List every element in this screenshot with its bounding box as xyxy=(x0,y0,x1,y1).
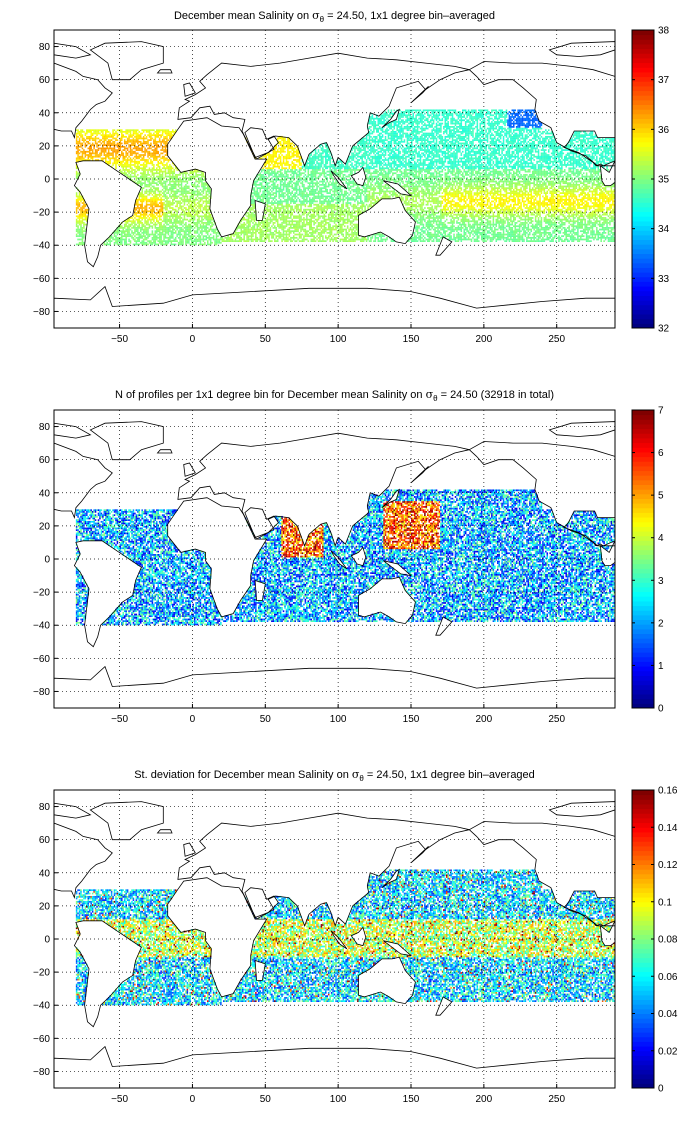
y-tick-label: −20 xyxy=(33,588,50,599)
colorbar-tick-label: 4 xyxy=(658,533,664,544)
y-tick-label: −60 xyxy=(33,1034,50,1045)
x-tick-label: 200 xyxy=(476,334,493,345)
colorbar-tick-label: 0.12 xyxy=(658,860,678,871)
colorbar-tick-label: 3 xyxy=(658,576,664,587)
y-tick-label: 80 xyxy=(39,42,51,53)
y-tick-label: 80 xyxy=(39,422,51,433)
x-tick-label: 100 xyxy=(330,334,347,345)
y-tick-label: 0 xyxy=(44,175,50,186)
colorbar-tick-label: 38 xyxy=(658,26,670,37)
x-tick-label: 150 xyxy=(403,714,420,725)
map-panel-stdev: −50 0 50 100 150 200 250 −80 −60 −40 −20 0 20 40 60 80 S… xyxy=(0,750,631,1128)
colorbar: 0 0.02 0.04 0.06 0.08 0.1 0.12 0.14 0.16 xyxy=(632,786,678,1095)
colorbar-tick-label: 7 xyxy=(658,406,664,417)
y-tick-label: −40 xyxy=(33,241,50,252)
y-tick-label: 0 xyxy=(44,555,50,566)
colorbar-tick-label: 0.08 xyxy=(658,935,678,946)
map-panel-count: −50 0 50 100 150 200 250 −80 −60 −40 −20 0 20 40 60 80 N… xyxy=(0,370,631,748)
colorbar-tick-label: 37 xyxy=(658,75,670,86)
x-tick-label: 0 xyxy=(190,714,196,725)
colorbar: 0 1 2 3 4 5 6 7 xyxy=(632,406,664,715)
colorbar-tick-label: 33 xyxy=(658,274,670,285)
colorbar-tick-label: 0.02 xyxy=(658,1046,678,1057)
colorbar-tick-label: 0.1 xyxy=(658,897,672,908)
y-tick-label: −20 xyxy=(33,968,50,979)
map-title: December mean Salinity on σθ = 24.50, 1x… xyxy=(174,9,495,24)
y-tick-label: −40 xyxy=(33,1001,50,1012)
x-tick-label: 150 xyxy=(403,1094,420,1105)
y-tick-label: 20 xyxy=(39,901,51,912)
x-tick-label: 100 xyxy=(330,1094,347,1105)
colorbar-tick-label: 0.16 xyxy=(658,786,678,797)
colorbar-tick-label: 32 xyxy=(658,324,670,335)
map-title: St. deviation for December mean Salinity… xyxy=(134,768,535,783)
y-tick-label: 40 xyxy=(39,868,51,879)
colorbar-tick-label: 0.06 xyxy=(658,972,678,983)
x-tick-label: −50 xyxy=(111,1094,128,1105)
x-tick-label: 250 xyxy=(548,1094,565,1105)
y-tick-label: −80 xyxy=(33,307,50,318)
x-tick-label: 200 xyxy=(476,1094,493,1105)
colorbar-tick-label: 6 xyxy=(658,448,664,459)
colorbar-tick-label: 0.04 xyxy=(658,1009,678,1020)
y-tick-label: 40 xyxy=(39,108,51,119)
y-tick-label: 20 xyxy=(39,141,51,152)
x-tick-label: −50 xyxy=(111,334,128,345)
y-tick-label: 80 xyxy=(39,802,51,813)
x-tick-label: 250 xyxy=(548,334,565,345)
colorbar-tick-label: 0 xyxy=(658,704,664,715)
x-tick-label: 0 xyxy=(190,334,196,345)
y-tick-label: 0 xyxy=(44,935,50,946)
y-tick-label: 60 xyxy=(39,835,51,846)
colorbar-tick-label: 2 xyxy=(658,618,664,629)
y-tick-label: −60 xyxy=(33,274,50,285)
y-tick-label: 20 xyxy=(39,521,51,532)
y-tick-label: 40 xyxy=(39,488,51,499)
y-tick-label: −60 xyxy=(33,654,50,665)
y-tick-label: 60 xyxy=(39,75,51,86)
colorbar-tick-label: 0.14 xyxy=(658,823,678,834)
y-tick-label: −20 xyxy=(33,208,50,219)
colorbar-tick-label: 0 xyxy=(658,1084,664,1095)
x-tick-label: 50 xyxy=(260,334,272,345)
x-tick-label: 50 xyxy=(260,714,272,725)
x-tick-label: 0 xyxy=(190,1094,196,1105)
colorbar-tick-label: 1 xyxy=(658,661,664,672)
x-tick-label: 100 xyxy=(330,714,347,725)
y-tick-label: 60 xyxy=(39,455,51,466)
x-tick-label: 150 xyxy=(403,334,420,345)
map-panel-salinity: −50 0 50 100 150 200 250 −80 −60 −40 −20 0 20 40 60 80 D… xyxy=(0,0,631,368)
y-tick-label: −80 xyxy=(33,1067,50,1078)
colorbar: 32 33 34 35 36 37 38 xyxy=(632,26,670,335)
y-tick-label: −40 xyxy=(33,621,50,632)
x-tick-label: 250 xyxy=(548,714,565,725)
x-tick-label: 200 xyxy=(476,714,493,725)
colorbar-tick-label: 34 xyxy=(658,224,670,235)
colorbar-tick-label: 5 xyxy=(658,491,664,502)
y-tick-label: −80 xyxy=(33,687,50,698)
x-tick-label: 50 xyxy=(260,1094,272,1105)
colorbar-tick-label: 36 xyxy=(658,125,670,136)
x-tick-label: −50 xyxy=(111,714,128,725)
map-title: N of profiles per 1x1 degree bin for Dec… xyxy=(115,388,554,403)
colorbar-tick-label: 35 xyxy=(658,175,670,186)
